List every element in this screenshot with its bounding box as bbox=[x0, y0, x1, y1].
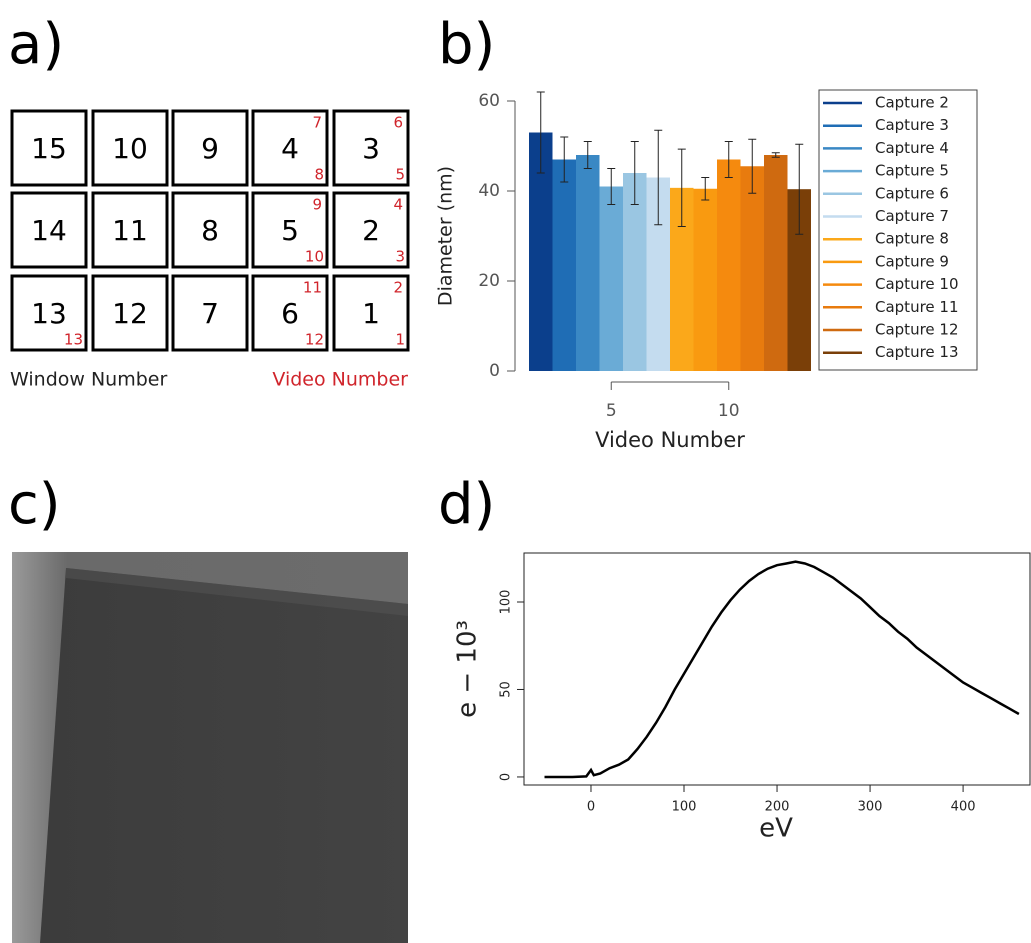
window-number: 10 bbox=[112, 132, 148, 165]
window-number: 1 bbox=[362, 297, 380, 330]
y-tick-label: 0 bbox=[499, 773, 514, 781]
video-number: 3 bbox=[395, 248, 405, 266]
window-label: Window Number bbox=[10, 369, 167, 391]
bar bbox=[576, 155, 600, 371]
y-tick-label: 0 bbox=[489, 361, 500, 381]
video-number: 12 bbox=[305, 331, 324, 349]
y-tick-label: 50 bbox=[499, 681, 514, 698]
bar bbox=[600, 187, 624, 372]
y-tick-label: 40 bbox=[478, 181, 500, 201]
video-number: 9 bbox=[312, 196, 322, 214]
y-axis-label: Diameter (nm) bbox=[435, 166, 457, 306]
bar bbox=[553, 160, 577, 372]
panel-label: c) bbox=[8, 472, 61, 537]
video-number: 8 bbox=[314, 166, 324, 184]
legend-label: Capture 12 bbox=[875, 321, 959, 339]
y-tick-label: 100 bbox=[499, 590, 514, 615]
video-number: 7 bbox=[312, 114, 322, 132]
legend-label: Capture 4 bbox=[875, 139, 949, 157]
video-number: 2 bbox=[393, 279, 403, 297]
window-number: 5 bbox=[281, 214, 299, 247]
video-number: 6 bbox=[393, 114, 403, 132]
x-tick-label: 200 bbox=[765, 800, 790, 815]
video-number: 10 bbox=[305, 248, 324, 266]
bar bbox=[764, 155, 788, 371]
window-number: 6 bbox=[281, 297, 299, 330]
x-tick-label: 5 bbox=[606, 401, 617, 421]
window-number: 7 bbox=[201, 297, 219, 330]
video-number: 13 bbox=[64, 331, 83, 349]
y-tick-label: 60 bbox=[478, 91, 500, 111]
x-tick-label: 10 bbox=[718, 401, 740, 421]
y-tick-label: 20 bbox=[478, 271, 500, 291]
panel-label: a) bbox=[8, 12, 64, 77]
legend-label: Capture 5 bbox=[875, 162, 949, 180]
y-axis-label: e − 10³ bbox=[453, 620, 483, 718]
figure: a) b) c) d) 1510947836514118591024313131… bbox=[0, 0, 1031, 943]
window-number: 3 bbox=[362, 132, 380, 165]
window-number: 12 bbox=[112, 297, 148, 330]
x-tick-label: 400 bbox=[951, 800, 976, 815]
x-axis-label: eV bbox=[759, 814, 793, 844]
video-number: 11 bbox=[303, 279, 322, 297]
window-number: 8 bbox=[201, 214, 219, 247]
legend-label: Capture 2 bbox=[875, 94, 949, 112]
x-tick-label: 300 bbox=[858, 800, 883, 815]
bar bbox=[717, 160, 741, 372]
window-number: 11 bbox=[112, 214, 148, 247]
x-tick-label: 100 bbox=[672, 800, 697, 815]
video-number: 4 bbox=[393, 196, 403, 214]
window-number: 4 bbox=[281, 132, 299, 165]
video-number: 1 bbox=[395, 331, 405, 349]
legend-label: Capture 13 bbox=[875, 343, 959, 361]
legend-label: Capture 6 bbox=[875, 184, 949, 202]
micrograph bbox=[12, 552, 408, 943]
window-number: 14 bbox=[31, 214, 67, 247]
video-label: Video Number bbox=[272, 369, 408, 391]
x-axis-label: Video Number bbox=[595, 428, 745, 452]
x-tick-label: 0 bbox=[587, 800, 595, 815]
window-number: 2 bbox=[362, 214, 380, 247]
plot-frame bbox=[524, 553, 1030, 785]
panel-label: b) bbox=[438, 12, 495, 77]
legend-label: Capture 11 bbox=[875, 298, 959, 316]
legend-label: Capture 3 bbox=[875, 116, 949, 134]
legend-label: Capture 7 bbox=[875, 207, 949, 225]
legend-label: Capture 10 bbox=[875, 275, 959, 293]
video-number: 5 bbox=[395, 166, 405, 184]
legend-label: Capture 9 bbox=[875, 252, 949, 270]
panel-label: d) bbox=[438, 472, 495, 537]
window-number: 9 bbox=[201, 132, 219, 165]
bar bbox=[741, 166, 765, 371]
bar bbox=[694, 189, 718, 371]
legend-label: Capture 8 bbox=[875, 230, 949, 248]
data-line bbox=[545, 562, 1019, 777]
window-number: 15 bbox=[31, 132, 67, 165]
window-number: 13 bbox=[31, 297, 67, 330]
